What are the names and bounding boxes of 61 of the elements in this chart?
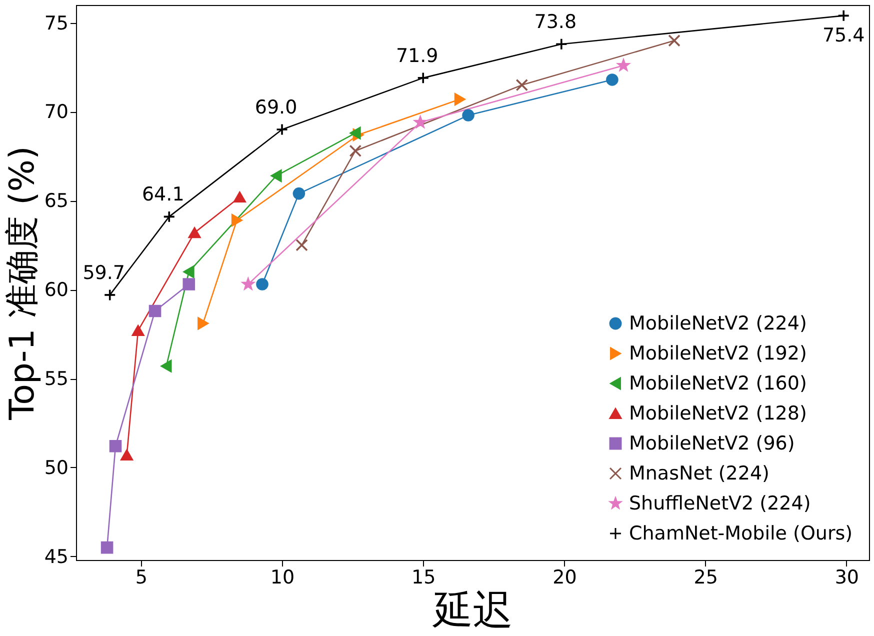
data-label: 64.1 [142, 184, 184, 206]
legend-label: MobileNetV2 (192) [629, 342, 807, 364]
point [606, 74, 618, 86]
legend-label: MobileNetV2 (96) [629, 432, 795, 454]
legend-label: MobileNetV2 (160) [629, 372, 807, 394]
legend-label: ShuffleNetV2 (224) [629, 492, 811, 514]
point [270, 170, 282, 182]
data-label: 59.7 [82, 262, 126, 284]
point [148, 304, 162, 318]
point [104, 288, 116, 302]
point [183, 266, 194, 278]
point [242, 278, 254, 290]
point [555, 38, 568, 50]
point [100, 541, 114, 554]
data-label: 73.8 [534, 11, 577, 34]
point [296, 239, 308, 252]
point [416, 72, 430, 84]
point [837, 10, 850, 22]
y-axis-title: Top-1 准确度 (%) [2, 146, 42, 421]
point [350, 126, 361, 140]
x-tick-label: 15 [412, 566, 436, 588]
legend-label: MobileNetV2 (128) [629, 402, 807, 424]
y-tick-label: 50 [44, 457, 68, 479]
y-tick-label: 60 [44, 279, 68, 302]
point [349, 144, 362, 158]
y-tick-label: 75 [44, 12, 68, 34]
point [462, 109, 474, 122]
point [162, 210, 176, 223]
x-tick-label: 10 [270, 566, 295, 588]
x-tick-label: 5 [135, 566, 148, 588]
point [516, 78, 528, 92]
point [132, 325, 144, 336]
point [414, 116, 426, 128]
point [292, 187, 306, 200]
point [231, 214, 242, 226]
point [454, 93, 466, 106]
y-tick-label: 55 [44, 368, 68, 390]
x-tick-label: 30 [834, 566, 860, 588]
y-tick-label: 70 [44, 101, 68, 124]
point [668, 34, 680, 47]
data-label: 69.0 [254, 96, 298, 119]
data-label: 71.9 [396, 44, 438, 67]
y-tick-label: 45 [44, 546, 68, 568]
x-tick-label: 25 [694, 566, 718, 588]
point [188, 227, 201, 238]
point [120, 450, 133, 460]
x-axis-title: 延迟 [432, 588, 513, 634]
point [160, 360, 172, 372]
y-tick-label: 65 [44, 190, 68, 212]
point [109, 440, 122, 452]
legend-label: MnasNet (224) [629, 462, 770, 484]
legend-label: ChamNet-Mobile (Ours) [629, 522, 853, 544]
point [234, 192, 246, 203]
data-label: 75.4 [822, 24, 865, 47]
point [198, 317, 208, 330]
point [182, 278, 196, 290]
x-tick-label: 20 [552, 566, 577, 588]
point [256, 278, 268, 290]
legend-label: MobileNetV2 (224) [629, 312, 807, 334]
point [276, 123, 288, 136]
point [618, 59, 630, 71]
